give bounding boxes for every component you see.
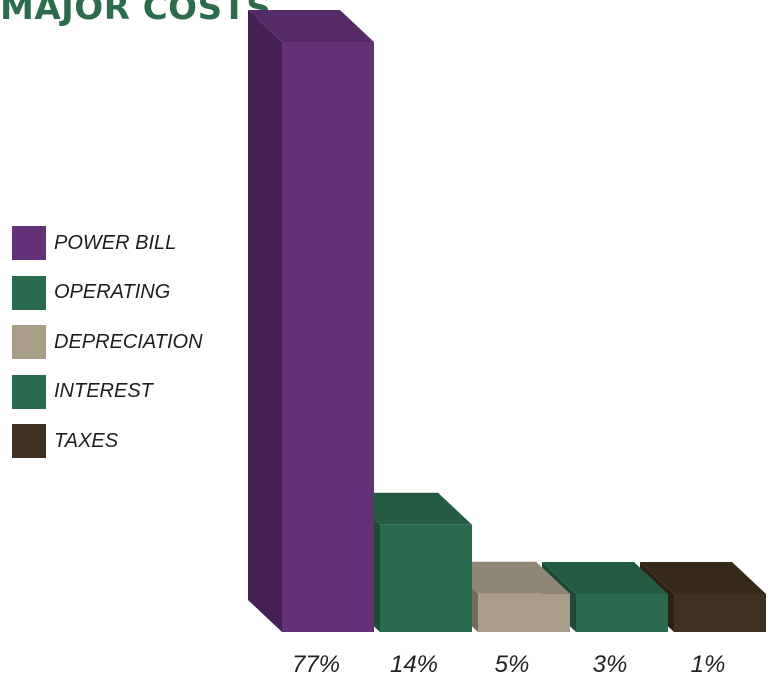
- legend-swatch: [12, 374, 46, 409]
- legend-swatch: [12, 275, 46, 310]
- legend-item-power-bill: POWER BILL: [12, 226, 203, 260]
- value-label: 1%: [691, 651, 726, 675]
- bar-front-face: [576, 594, 668, 632]
- legend-item-depreciation: DEPRECIATION: [12, 325, 203, 359]
- value-label: 3%: [593, 651, 628, 675]
- bar-top-face: [542, 562, 668, 594]
- bar-front-face: [674, 594, 766, 632]
- legend-label: DEPRECIATION: [54, 330, 203, 353]
- legend-item-taxes: TAXES: [12, 424, 203, 458]
- value-label: 5%: [495, 651, 530, 675]
- bar-front-face: [478, 593, 570, 632]
- legend-label: POWER BILL: [54, 231, 177, 254]
- bar-front-face: [380, 524, 472, 632]
- legend: POWER BILL OPERATING DEPRECIATION INTERE…: [12, 226, 203, 474]
- legend-label: INTEREST: [54, 380, 153, 402]
- legend-item-interest: INTEREST: [12, 374, 203, 409]
- bar-top-face: [444, 561, 570, 594]
- bar-top-face: [346, 492, 472, 525]
- legend-item-operating: OPERATING: [12, 275, 203, 310]
- value-label: 77%: [292, 651, 340, 675]
- bar-top-face: [640, 562, 766, 594]
- legend-label: OPERATING: [54, 281, 171, 303]
- legend-swatch: [12, 325, 46, 359]
- bar-side-face: [248, 10, 282, 632]
- value-label: 14%: [390, 651, 438, 675]
- bar-depreciation: [444, 561, 570, 632]
- bar-top-face: [248, 10, 374, 42]
- legend-swatch: [12, 424, 46, 458]
- chart-title: MAJOR COSTS: [0, 0, 272, 28]
- legend-label: TAXES: [54, 429, 119, 452]
- legend-swatch: [12, 226, 46, 260]
- bar-power-bill: [248, 10, 374, 632]
- bar-front-face: [282, 42, 374, 632]
